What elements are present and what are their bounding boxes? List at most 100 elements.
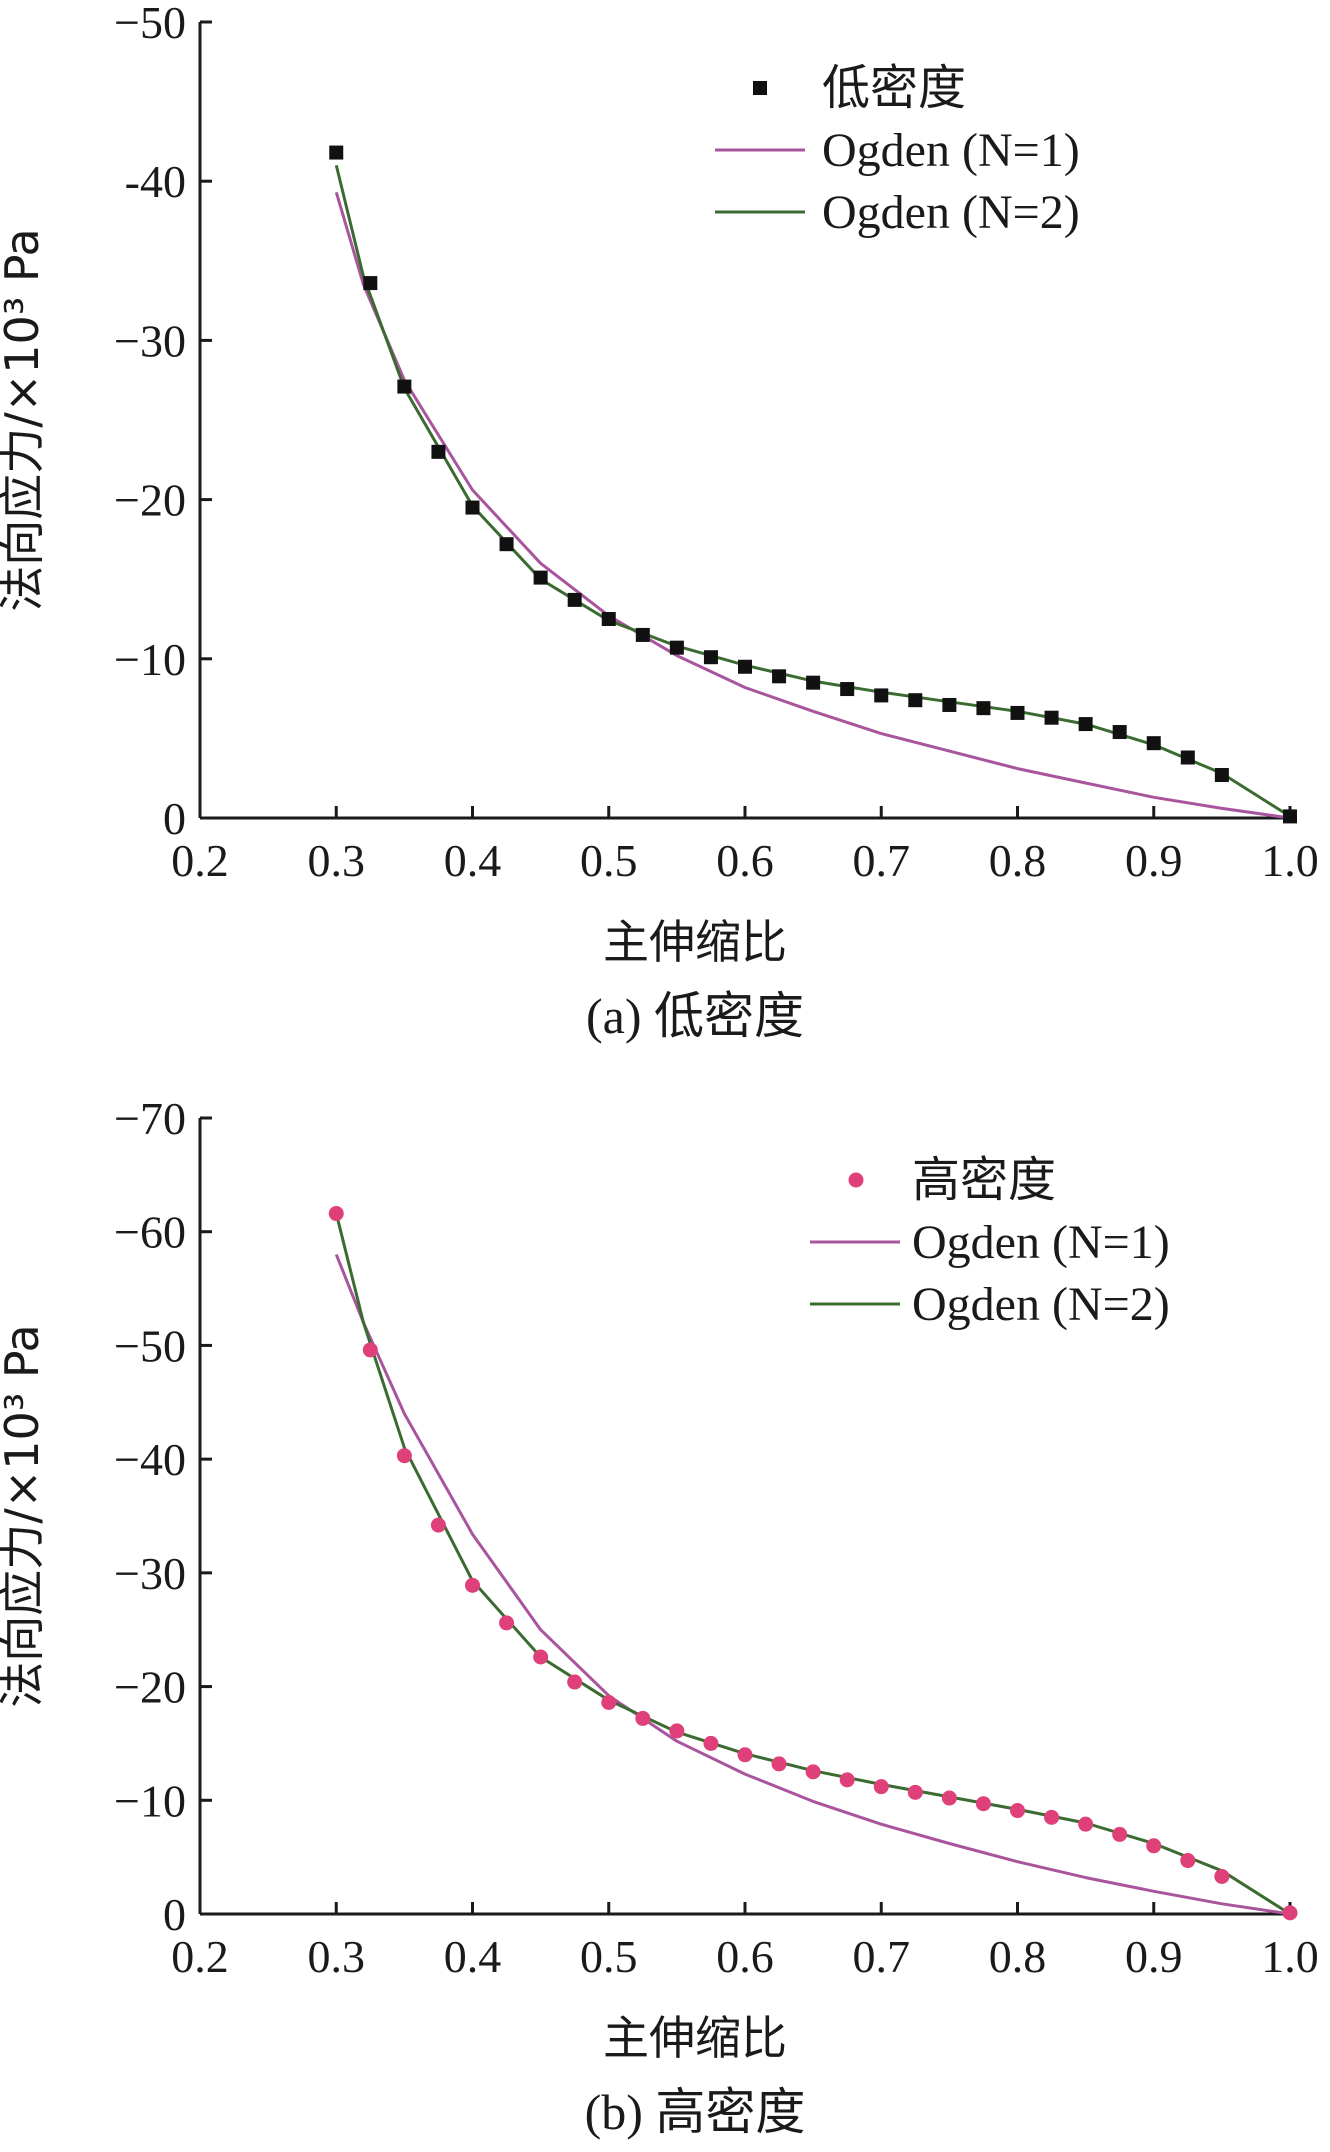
data-point <box>1282 1905 1298 1921</box>
data-point <box>874 688 889 703</box>
panel-b: 0.2 0.3 0.4 0.5 0.6 0.7 0.8 0.9 1.0 −70 −60 −50 −40 −… <box>0 1093 1319 2140</box>
data-point <box>669 1723 685 1739</box>
legend-marker <box>848 1172 864 1188</box>
legend-marker <box>753 81 767 95</box>
y-tick-label: −70 <box>114 1093 186 1144</box>
data-point <box>431 444 446 459</box>
data-point <box>328 1206 344 1222</box>
data-point <box>839 1772 855 1788</box>
y-tick-label: −60 <box>114 1207 186 1258</box>
data-point <box>499 1615 515 1631</box>
data-point <box>771 1756 787 1772</box>
data-point <box>1180 1853 1196 1869</box>
data-point <box>1078 717 1093 732</box>
data-point <box>806 675 821 690</box>
x-tick-label: 0.8 <box>989 835 1047 886</box>
legend-label: 低密度 <box>822 62 966 115</box>
data-point <box>942 697 957 712</box>
data-point <box>772 669 787 684</box>
y-axis-title: 法向应力/×10³ Pa <box>0 1324 49 1708</box>
data-point <box>1112 1826 1128 1842</box>
data-point <box>533 1649 549 1665</box>
x-tick-label: 0.7 <box>853 1931 911 1982</box>
y-tick-label: −50 <box>114 1320 186 1371</box>
x-tick-label: 0.7 <box>853 835 911 886</box>
x-tick-label: 0.5 <box>580 835 638 886</box>
data-point <box>1283 809 1297 824</box>
x-tick-label: 1.0 <box>1261 1931 1319 1982</box>
data-point <box>430 1517 446 1533</box>
data-point <box>567 1674 583 1690</box>
x-tick-label: 0.4 <box>444 1931 502 1982</box>
data-point <box>1010 1803 1025 1819</box>
y-axis-title: 法向应力/×10³ Pa <box>0 228 49 612</box>
data-point <box>975 1796 991 1812</box>
panel-caption: (a) 低密度 <box>586 988 804 1044</box>
data-point <box>907 1784 923 1800</box>
data-point <box>1044 1809 1060 1825</box>
y-tick-label: 0 <box>163 793 186 844</box>
panel-a: 0.2 0.3 0.4 0.5 0.6 0.7 0.8 0.9 1.0 −50 -40 −30 −20 −… <box>0 0 1319 1044</box>
x-tick-label: 1.0 <box>1261 835 1319 886</box>
y-tick-label: −50 <box>114 0 186 48</box>
x-tick-label: 0.9 <box>1125 1931 1183 1982</box>
data-point <box>908 693 923 708</box>
x-axis-title: 主伸缩比 <box>603 2011 787 2065</box>
data-point <box>499 537 514 552</box>
data-point <box>635 1710 651 1726</box>
x-tick-label: 0.3 <box>308 835 366 886</box>
panel-caption: (b) 高密度 <box>585 2084 806 2140</box>
x-tick-label: 0.6 <box>716 1931 774 1982</box>
x-axis-title: 主伸缩比 <box>603 915 787 969</box>
legend-label: Ogden (N=1) <box>822 124 1080 177</box>
y-tick-label: −10 <box>114 634 186 685</box>
legend: 低密度 Ogden (N=1) Ogden (N=2) <box>715 62 1080 239</box>
data-point <box>737 1747 753 1763</box>
data-point <box>601 1694 617 1710</box>
legend-label: 高密度 <box>912 1154 1056 1207</box>
legend-label: Ogden (N=2) <box>822 186 1080 239</box>
data-point <box>363 276 378 291</box>
data-point <box>738 659 752 674</box>
legend-label: Ogden (N=1) <box>912 1216 1170 1269</box>
y-tick-label: −20 <box>114 475 186 526</box>
data-point <box>1214 1868 1230 1884</box>
data-point <box>396 1448 412 1464</box>
y-tick-label: −10 <box>114 1775 186 1826</box>
y-tick-label: −30 <box>114 1548 186 1599</box>
legend-label: Ogden (N=2) <box>912 1278 1170 1331</box>
series-line-ogden-n-2- <box>334 164 1291 818</box>
data-point <box>1214 768 1229 783</box>
data-point <box>601 612 616 626</box>
legend: 高密度 Ogden (N=1) Ogden (N=2) <box>810 1154 1170 1331</box>
data-point <box>669 640 684 655</box>
y-tick-label: −40 <box>114 1434 186 1485</box>
x-tick-label: 0.6 <box>716 835 774 886</box>
data-point <box>941 1790 957 1806</box>
data-point <box>397 379 412 394</box>
data-point <box>1146 736 1161 751</box>
data-point <box>567 592 582 607</box>
y-tick-label: −20 <box>114 1662 186 1713</box>
x-tick-label: 0.3 <box>308 1931 366 1982</box>
series-line-ogden-n-1- <box>334 1253 1291 1916</box>
y-tick-label: 0 <box>163 1889 186 1940</box>
x-tick-label: 0.2 <box>171 835 229 886</box>
data-point <box>465 500 480 515</box>
data-point <box>1010 705 1025 720</box>
data-point <box>1112 725 1127 740</box>
x-tick-label: 0.9 <box>1125 835 1183 886</box>
data-point <box>840 682 855 697</box>
x-tick-label: 0.8 <box>989 1931 1047 1982</box>
data-point <box>976 701 991 716</box>
data-point <box>1078 1816 1094 1832</box>
y-tick-label: −30 <box>114 315 186 366</box>
series-line-ogden-n-1- <box>334 191 1291 820</box>
y-tick-label: -40 <box>125 156 186 207</box>
data-point <box>533 570 548 585</box>
data-point <box>1146 1838 1162 1854</box>
x-tick-label: 0.4 <box>444 835 502 886</box>
data-point <box>465 1577 480 1593</box>
data-point <box>1180 750 1195 765</box>
